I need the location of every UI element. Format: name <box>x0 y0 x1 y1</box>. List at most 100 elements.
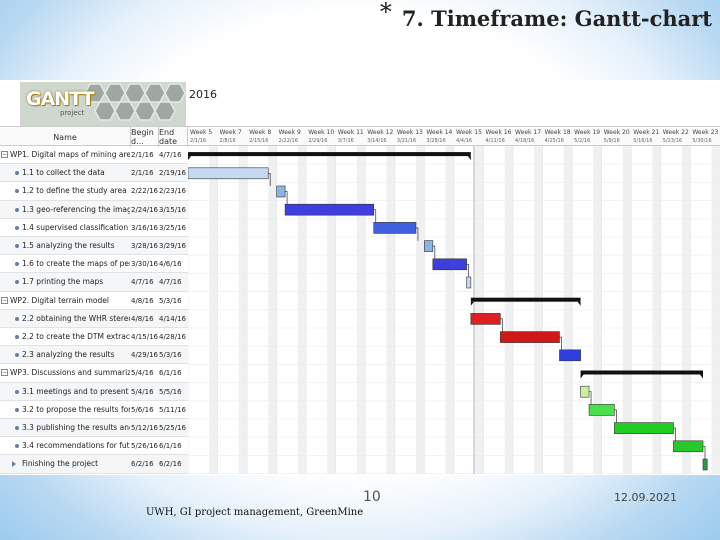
summary-bar[interactable] <box>188 152 471 157</box>
task-bar[interactable] <box>588 404 615 416</box>
task-row[interactable]: 2.3 analyzing the results 4/29/16 5/3/16 <box>0 346 188 365</box>
week-label: Week 9 <box>278 129 301 136</box>
task-bullet-icon <box>15 426 19 430</box>
week-date: 5/16/16 <box>633 138 653 144</box>
week-date: 5/30/16 <box>692 138 712 144</box>
task-end-date: 4/7/16 <box>159 278 182 287</box>
task-bullet-icon <box>15 407 19 412</box>
task-row[interactable]: 3.3 publishing the results and sen...5/1… <box>0 419 188 438</box>
week-label: Week 16 <box>485 129 512 136</box>
task-row[interactable]: Finishing the project 6/2/16 6/2/16 <box>0 455 188 474</box>
week-date: 2/15/16 <box>249 138 269 144</box>
task-row[interactable]: 3.4 recommendations for future a...5/26/… <box>0 437 188 456</box>
task-row[interactable]: 1.2 to define the study area 2/22/16 2/23/… <box>0 182 188 201</box>
summary-bar-end-cap <box>577 301 581 306</box>
task-bar[interactable] <box>580 385 590 398</box>
task-bar[interactable] <box>373 222 417 234</box>
column-header-end[interactable]: End date <box>159 127 188 147</box>
dependency-arrow <box>589 391 592 405</box>
task-name: 3.3 publishing the results and sen... <box>22 423 130 432</box>
logo-text: GANTT <box>26 88 95 110</box>
task-bar[interactable] <box>188 167 269 180</box>
task-end-date: 5/3/16 <box>159 351 182 360</box>
task-bullet-icon <box>15 207 19 212</box>
week-date: 4/25/16 <box>544 138 564 144</box>
task-bullet-icon <box>15 244 19 248</box>
summary-bar[interactable] <box>580 370 704 375</box>
task-name: WP2. Digital terrain model <box>10 295 109 305</box>
task-name: 1.7 printing the maps <box>22 277 104 287</box>
summary-bar-start-cap <box>188 156 191 161</box>
summary-bar-end-cap <box>467 156 471 161</box>
week-date: 4/11/16 <box>485 138 505 144</box>
column-header-name[interactable]: Name <box>0 127 131 147</box>
task-begin-date: 5/26/16 <box>131 442 158 451</box>
task-begin-date: 4/15/16 <box>131 333 158 341</box>
week-date: 2/22/16 <box>278 138 298 144</box>
week-label: Week 8 <box>249 129 272 136</box>
task-row[interactable]: 1.5 analyzing the results 3/28/16 3/29/16 <box>0 237 188 256</box>
task-end-date: 2/23/16 <box>159 187 186 196</box>
task-bar[interactable] <box>614 422 674 434</box>
task-name: WP1. Digital maps of mining area wit... <box>10 150 130 159</box>
week-label: Week 11 <box>337 129 364 136</box>
week-label: Week 20 <box>603 129 630 136</box>
logo-subtext: project <box>60 109 85 117</box>
summary-bar-end-cap <box>700 374 704 379</box>
work-package-row[interactable]: −WP3. Discussions and summarizing t...5/… <box>0 364 188 383</box>
collapse-toggle-icon[interactable]: − <box>1 296 8 304</box>
week-label: Week 10 <box>308 129 335 136</box>
work-package-row[interactable]: −WP1. Digital maps of mining area wit...… <box>0 146 188 165</box>
hexagon-pattern-icon <box>84 83 186 121</box>
task-name: 1.4 supervised classification <box>22 222 129 232</box>
task-bar[interactable] <box>424 240 434 252</box>
task-bar[interactable] <box>470 313 501 325</box>
task-name: 1.5 analyzing the results <box>22 241 115 250</box>
task-row[interactable]: 3.2 to propose the results for you...5/6… <box>0 401 188 419</box>
task-begin-date: 5/6/16 <box>131 405 154 414</box>
task-row[interactable]: 1.3 geo-referencing the images 2/24/16 3/1… <box>0 200 188 219</box>
week-date: 3/28/16 <box>426 138 446 144</box>
task-row[interactable]: 1.6 to create the maps of periodic...3/3… <box>0 255 188 274</box>
footer-date: 12.09.2021 <box>614 491 677 504</box>
task-begin-date: 2/1/16 <box>131 151 154 159</box>
milestone-bar[interactable] <box>702 458 708 471</box>
table-header: Name Begin d... End date Week 5 2/1/16 Wee… <box>0 126 720 147</box>
timeline-year: 2016 <box>189 88 217 101</box>
column-header-begin[interactable]: Begin d... <box>131 127 159 147</box>
week-label: Week 17 <box>515 129 542 136</box>
summary-bar[interactable] <box>470 297 581 302</box>
task-row[interactable]: 2.2 obtaining the WHR stereo-ima...4/8/1… <box>0 309 188 328</box>
work-package-row[interactable]: − WP2. Digital terrain model 4/8/16 5/3/16 <box>0 292 188 310</box>
page-number: 10 <box>363 489 381 505</box>
week-label: Week 15 <box>455 129 482 136</box>
week-date: 5/9/16 <box>603 138 620 144</box>
task-row[interactable]: 2.2 to create the DTM extraction4/15/164… <box>0 328 188 347</box>
task-end-date: 3/29/16 <box>159 242 186 250</box>
dependency-arrow <box>500 318 503 332</box>
task-begin-date: 3/30/16 <box>131 260 158 269</box>
task-bar[interactable] <box>284 203 375 216</box>
task-name: Finishing the project <box>22 459 99 469</box>
task-bar[interactable] <box>276 185 286 198</box>
task-row[interactable]: 1.4 supervised classification 3/16/16 3/25… <box>0 219 188 237</box>
week-date: 2/29/16 <box>308 138 328 144</box>
task-bar[interactable] <box>500 331 560 343</box>
collapse-toggle-icon[interactable]: − <box>1 369 8 377</box>
week-date: 3/21/16 <box>396 138 417 144</box>
task-bar[interactable] <box>673 440 704 453</box>
task-end-date: 6/1/16 <box>159 442 182 451</box>
task-row[interactable]: 1.7 printing the maps 4/7/16 4/7/16 <box>0 273 188 292</box>
title-text: 7. Timeframe: Gantt-chart <box>401 6 712 31</box>
dependency-arrow <box>285 191 288 205</box>
dependency-arrow <box>373 209 377 223</box>
task-bar[interactable] <box>432 258 467 271</box>
collapse-toggle-icon[interactable]: − <box>1 151 8 158</box>
task-row[interactable]: 1.1 to collect the data 2/1/16 2/19/16 <box>0 164 188 183</box>
week-date: 2/1/16 <box>190 138 207 144</box>
task-row[interactable]: 3.1 meetings and to present the c...5/4/… <box>0 382 188 401</box>
task-begin-date: 2/24/16 <box>131 205 158 214</box>
task-bar[interactable] <box>466 276 472 289</box>
milestone-icon <box>12 461 16 468</box>
task-bar[interactable] <box>559 349 581 362</box>
